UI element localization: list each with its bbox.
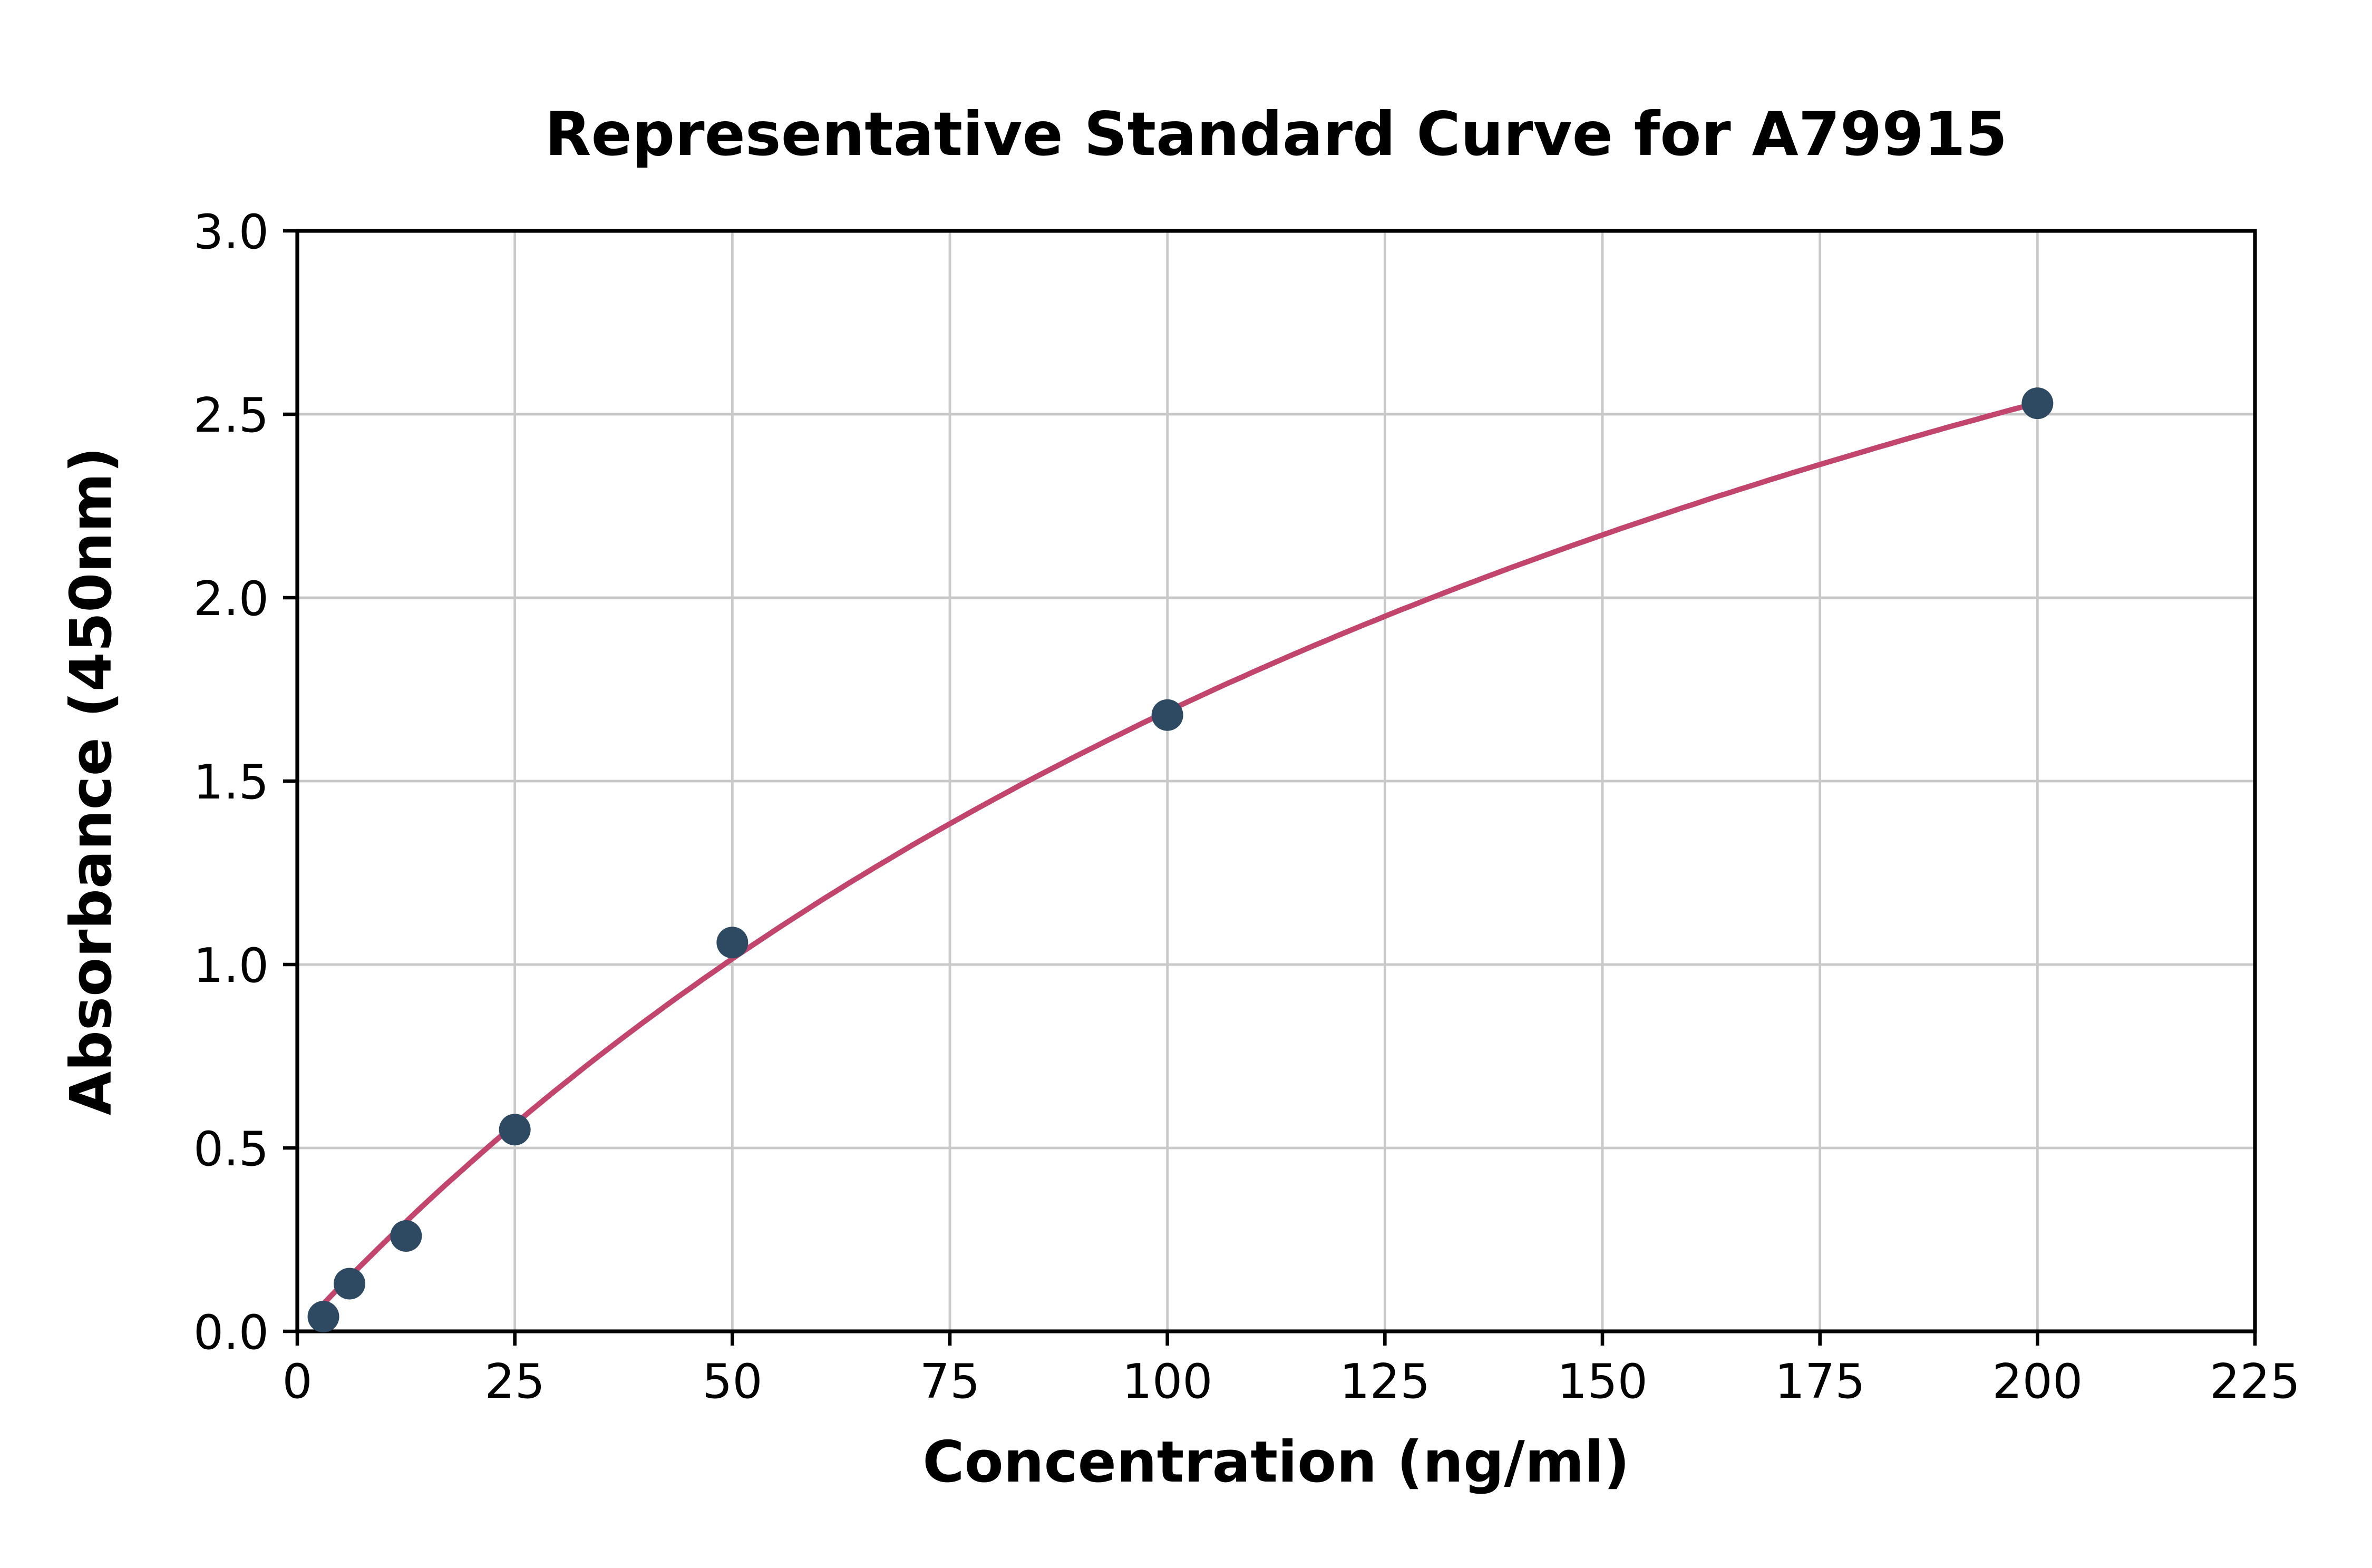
x-axis-ticks: 0 25 50 75 100 125 150 175 200 225 xyxy=(282,1331,2300,1409)
y-tick-label: 2.5 xyxy=(193,388,269,443)
y-tick-label: 2.0 xyxy=(193,571,269,627)
data-point xyxy=(307,1301,339,1333)
x-tick-label: 25 xyxy=(484,1354,545,1409)
y-tick-label: 1.5 xyxy=(193,755,269,810)
data-point xyxy=(2021,387,2054,420)
x-tick-label: 50 xyxy=(702,1354,763,1409)
x-tick-label: 150 xyxy=(1557,1354,1648,1409)
x-axis-label: Concentration (ng/ml) xyxy=(922,1429,1630,1495)
fit-curve-line xyxy=(320,400,2040,1307)
x-tick-label: 125 xyxy=(1339,1354,1430,1409)
y-tick-label: 1.0 xyxy=(193,938,269,994)
gridlines xyxy=(296,229,2257,1333)
chart-title: Representative Standard Curve for A79915 xyxy=(545,99,2008,169)
x-tick-label: 75 xyxy=(920,1354,980,1409)
data-point xyxy=(390,1220,422,1252)
x-tick-label: 200 xyxy=(1992,1354,2083,1409)
x-tick-label: 175 xyxy=(1775,1354,1865,1409)
data-point xyxy=(499,1114,531,1146)
y-tick-label: 0.5 xyxy=(193,1122,269,1177)
y-tick-label: 3.0 xyxy=(193,204,269,260)
data-point xyxy=(716,927,748,959)
y-axis-label: Absorbance (450nm) xyxy=(59,447,124,1115)
y-axis-ticks: 0.0 0.5 1.0 1.5 2.0 2.5 3.0 xyxy=(193,204,297,1360)
data-point xyxy=(334,1268,366,1300)
data-points xyxy=(307,387,2054,1333)
x-tick-label: 225 xyxy=(2210,1354,2300,1409)
x-tick-label: 0 xyxy=(282,1354,312,1409)
x-tick-label: 100 xyxy=(1122,1354,1213,1409)
y-tick-label: 0.0 xyxy=(193,1305,269,1360)
data-point xyxy=(1151,699,1183,731)
